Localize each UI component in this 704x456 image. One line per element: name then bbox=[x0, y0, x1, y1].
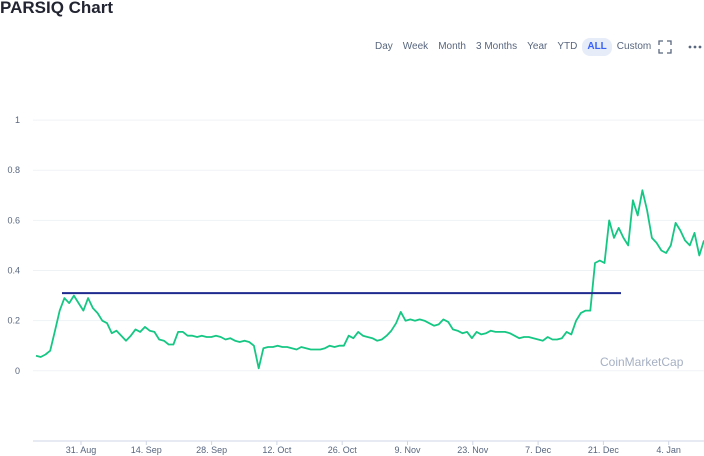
fullscreen-button[interactable] bbox=[656, 38, 674, 56]
tab-year[interactable]: Year bbox=[527, 41, 548, 52]
tab-ytd[interactable]: YTD bbox=[557, 41, 578, 52]
x-tick-label: 12. Oct bbox=[262, 445, 292, 455]
y-tick-label: 0.6 bbox=[7, 215, 20, 225]
tab-month[interactable]: Month bbox=[438, 41, 466, 52]
more-options-button[interactable] bbox=[686, 38, 704, 56]
x-tick-label: 7. Dec bbox=[525, 445, 552, 455]
tab-day[interactable]: Day bbox=[375, 41, 393, 52]
watermark-text: CoinMarketCap bbox=[600, 355, 684, 369]
x-tick-label: 14. Sep bbox=[131, 445, 162, 455]
tab-3-months[interactable]: 3 Months bbox=[475, 41, 518, 52]
grid-lines bbox=[33, 119, 704, 372]
x-tick-label: 26. Oct bbox=[328, 445, 358, 455]
time-range-tabs: Day Week Month 3 Months Year YTD ALL Cus… bbox=[370, 38, 656, 56]
x-tick-label: 9. Nov bbox=[394, 445, 421, 455]
tab-custom[interactable]: Custom bbox=[616, 41, 652, 52]
x-tick-label: 31. Aug bbox=[66, 445, 97, 455]
x-tick-label: 23. Nov bbox=[457, 445, 489, 455]
y-tick-label: 0.2 bbox=[7, 316, 20, 326]
y-axis: 1 0.8 0.6 0.4 0.2 0 bbox=[7, 115, 20, 376]
x-tick-label: 21. Dec bbox=[588, 445, 620, 455]
series-layer bbox=[35, 189, 704, 370]
x-tick-label: 4. Jan bbox=[656, 445, 681, 455]
x-tick-label: 28. Sep bbox=[196, 445, 227, 455]
y-tick-label: 0.8 bbox=[7, 165, 20, 175]
y-tick-label: 1 bbox=[15, 115, 20, 125]
x-axis: 31. Aug 14. Sep 28. Sep 12. Oct 26. Oct 9. No… bbox=[33, 440, 704, 455]
tab-week[interactable]: Week bbox=[402, 41, 429, 52]
page-title: PARSIQ Chart bbox=[0, 0, 114, 17]
more-icon bbox=[688, 45, 702, 49]
y-tick-label: 0 bbox=[15, 366, 20, 376]
y-tick-label: 0.4 bbox=[7, 266, 20, 276]
fullscreen-icon bbox=[658, 40, 672, 54]
tab-all[interactable]: ALL bbox=[582, 38, 612, 56]
price-line bbox=[35, 189, 704, 370]
